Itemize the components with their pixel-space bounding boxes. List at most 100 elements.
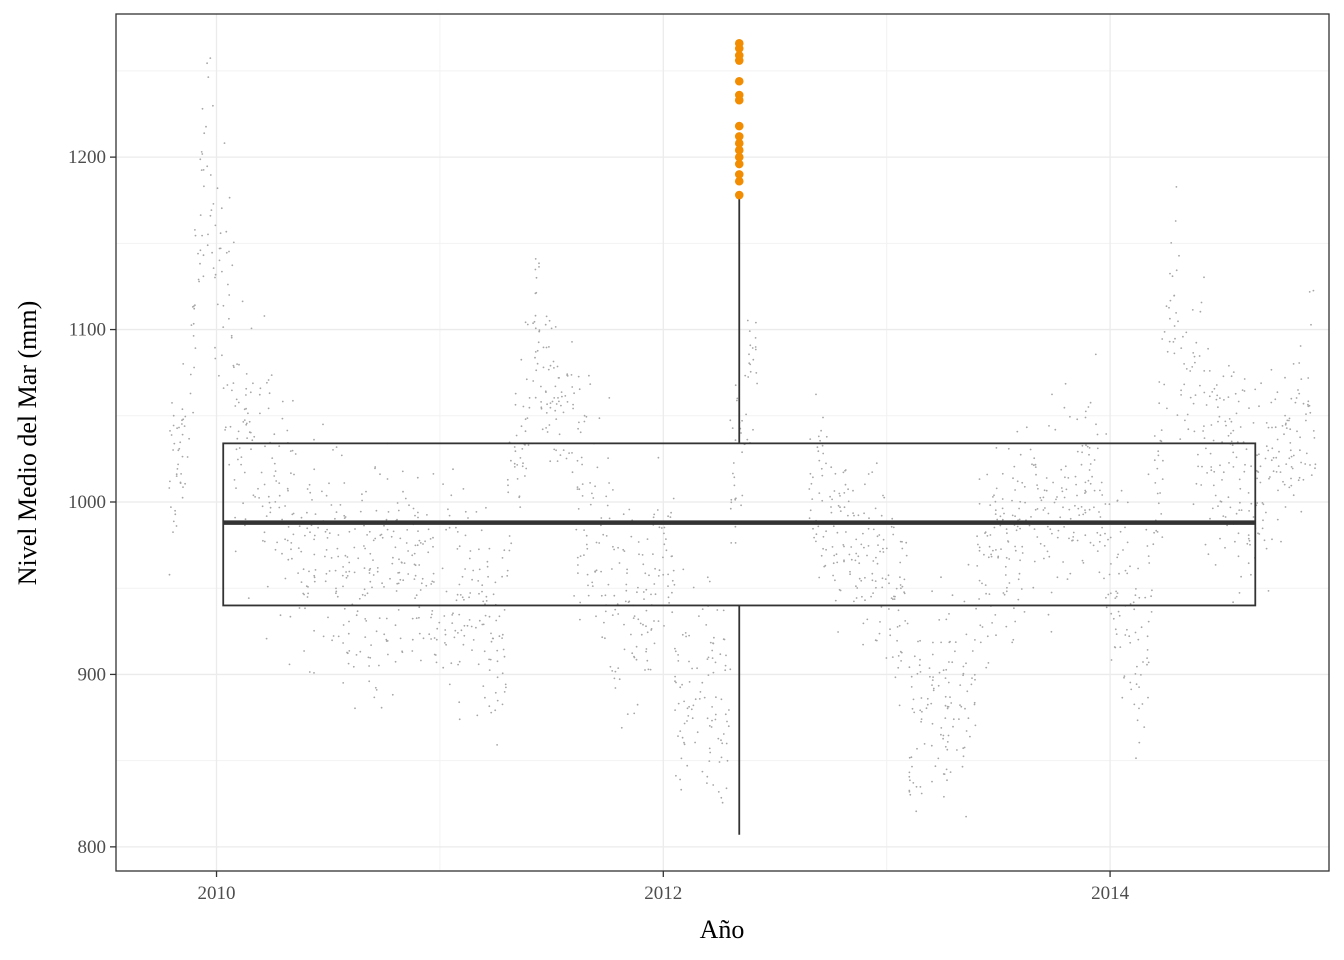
data-point [604, 594, 607, 597]
data-point [1294, 401, 1297, 404]
data-point [487, 575, 489, 578]
data-point [1034, 508, 1037, 511]
data-point [685, 635, 687, 638]
data-point [722, 609, 725, 612]
data-point [442, 666, 445, 669]
data-point [464, 534, 467, 537]
data-point [926, 703, 929, 706]
data-point [1206, 472, 1208, 474]
data-point [1302, 478, 1305, 481]
data-point [477, 580, 480, 582]
data-point [600, 517, 603, 519]
data-point [343, 514, 346, 517]
data-point [1291, 467, 1294, 470]
data-point [948, 661, 950, 663]
data-point [422, 637, 425, 640]
data-point [1031, 463, 1033, 466]
data-point [1033, 528, 1036, 530]
data-point [342, 682, 345, 684]
data-point [1160, 429, 1163, 431]
data-point [1006, 586, 1008, 589]
data-point [336, 595, 339, 598]
data-point [663, 543, 666, 546]
data-point [1105, 596, 1107, 599]
data-point [601, 636, 604, 639]
data-point [199, 158, 202, 161]
data-point [579, 431, 582, 434]
data-point [340, 454, 343, 457]
data-point [589, 482, 591, 484]
data-point [906, 622, 909, 625]
data-point [414, 544, 417, 547]
data-point [1205, 447, 1207, 450]
data-point [309, 491, 312, 494]
data-point [463, 598, 465, 601]
data-point [219, 232, 222, 235]
data-point [503, 609, 506, 611]
data-point [321, 490, 323, 493]
data-point [357, 557, 360, 560]
data-point [515, 434, 518, 437]
data-point [481, 590, 483, 593]
data-point [946, 748, 949, 751]
data-point [820, 554, 823, 557]
data-point [1110, 563, 1112, 565]
data-point [1284, 376, 1286, 379]
data-point [1200, 484, 1203, 486]
data-point [353, 571, 356, 574]
data-point [1063, 406, 1066, 409]
data-point [281, 552, 283, 555]
data-point [741, 419, 743, 422]
data-point [463, 634, 466, 637]
data-point [553, 448, 556, 451]
data-point [908, 771, 911, 774]
data-point [1232, 601, 1234, 604]
data-point [1280, 540, 1282, 543]
data-point [837, 631, 839, 633]
data-point [544, 323, 547, 326]
data-point [379, 534, 382, 537]
data-point [963, 600, 966, 603]
data-point [910, 756, 913, 759]
data-point [1076, 418, 1079, 421]
data-point [1063, 526, 1065, 528]
data-point [527, 444, 530, 446]
data-point [549, 364, 552, 367]
data-point [811, 498, 814, 500]
data-point [1055, 498, 1057, 501]
data-point [1133, 608, 1136, 611]
data-point [1000, 548, 1002, 550]
data-point [228, 317, 230, 320]
data-point [290, 542, 293, 544]
data-point [905, 554, 908, 557]
data-point [325, 572, 328, 575]
data-point [463, 624, 466, 627]
data-point [752, 428, 754, 431]
data-point [258, 393, 261, 396]
data-point [1147, 620, 1150, 623]
data-point [284, 577, 287, 580]
data-point [363, 545, 365, 547]
data-point [265, 515, 268, 517]
data-point [820, 467, 823, 470]
data-point [416, 544, 419, 547]
data-point [455, 526, 457, 529]
data-point [607, 457, 609, 459]
data-point [688, 660, 690, 663]
data-point [628, 508, 631, 511]
data-point [671, 555, 673, 557]
data-point [245, 373, 248, 375]
data-point [812, 527, 814, 530]
data-point [236, 363, 239, 365]
data-point [1232, 451, 1235, 454]
data-point [942, 737, 944, 740]
data-point [306, 596, 309, 598]
data-point [1039, 542, 1042, 545]
data-point [266, 585, 269, 588]
data-point [1021, 481, 1024, 484]
data-point [1016, 525, 1019, 528]
data-point [857, 514, 860, 517]
data-point [408, 504, 410, 507]
data-point [445, 590, 448, 593]
data-point [819, 439, 821, 442]
